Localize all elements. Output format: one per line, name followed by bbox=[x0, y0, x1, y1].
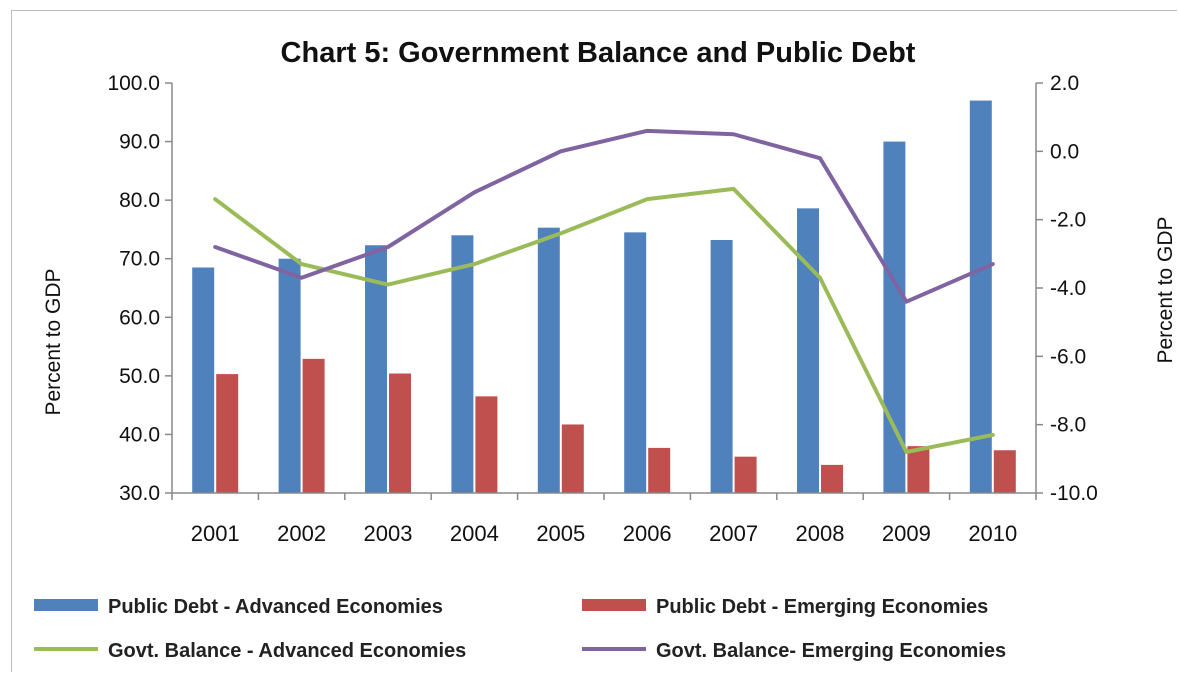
x-tick-label: 2008 bbox=[796, 521, 845, 546]
bar-emerging-debt bbox=[993, 450, 1016, 493]
x-tick-label: 2003 bbox=[364, 521, 413, 546]
bar-emerging-debt bbox=[389, 373, 411, 493]
legend-item-2-swatch bbox=[582, 599, 646, 611]
legend-item-1-swatch bbox=[34, 599, 98, 611]
left-tick-label: 90.0 bbox=[119, 131, 160, 154]
bar-layer bbox=[192, 100, 1016, 494]
left-tick-label: 60.0 bbox=[119, 306, 160, 329]
right-tick-label: -10.0 bbox=[1050, 482, 1098, 505]
bar-emerging-debt bbox=[907, 446, 930, 493]
left-tick-label: 40.0 bbox=[119, 423, 160, 446]
x-tick-label: 2001 bbox=[191, 521, 240, 546]
line-emerging-balance bbox=[213, 128, 995, 304]
axes: 100.0 90.0 80.0 70.0 60.0 50.0 40.0 30.0 2.0 0.0 -… bbox=[107, 72, 1097, 546]
bar-emerging-debt bbox=[821, 464, 843, 493]
bar-emerging-debt bbox=[648, 447, 671, 493]
left-tick-label: 50.0 bbox=[119, 365, 160, 388]
right-tick-label: -4.0 bbox=[1050, 277, 1086, 300]
right-tick-label: 0.0 bbox=[1050, 140, 1079, 163]
bar-advanced-debt bbox=[192, 267, 215, 493]
left-tick-label: 70.0 bbox=[119, 248, 160, 271]
bar-emerging-debt bbox=[734, 456, 757, 493]
legend-item-4-label: Govt. Balance- Emerging Economies bbox=[656, 640, 1006, 662]
bar-advanced-debt bbox=[710, 239, 733, 493]
left-axis-title: Percent to GDP bbox=[42, 268, 65, 415]
bar-advanced-debt bbox=[451, 235, 474, 494]
bar-advanced-debt bbox=[883, 141, 906, 494]
left-tick-label: 30.0 bbox=[119, 482, 160, 505]
legend: Public Debt - Advanced Economies Public D… bbox=[34, 596, 1006, 662]
x-tick-label: 2010 bbox=[968, 521, 1017, 546]
bar-advanced-debt bbox=[624, 232, 647, 493]
bar-advanced-debt bbox=[365, 245, 387, 493]
x-tick-label: 2007 bbox=[709, 521, 758, 546]
bar-advanced-debt bbox=[797, 208, 819, 494]
right-tick-label: -2.0 bbox=[1050, 209, 1086, 232]
x-tick-label: 2005 bbox=[536, 521, 585, 546]
x-tick-label: 2004 bbox=[450, 521, 499, 546]
bar-advanced-debt bbox=[537, 227, 560, 493]
x-tick-label: 2006 bbox=[623, 521, 672, 546]
line-layer bbox=[213, 128, 995, 454]
bar-advanced-debt bbox=[969, 100, 992, 494]
line-advanced-balance bbox=[213, 186, 995, 454]
bar-emerging-debt bbox=[302, 358, 325, 493]
right-tick-label: -6.0 bbox=[1050, 345, 1086, 368]
left-tick-label: 100.0 bbox=[107, 72, 160, 95]
left-tick-label: 80.0 bbox=[119, 189, 160, 212]
bar-emerging-debt bbox=[216, 374, 239, 493]
right-tick-label: 2.0 bbox=[1050, 72, 1079, 95]
right-tick-label: -8.0 bbox=[1050, 414, 1086, 437]
bar-emerging-debt bbox=[475, 396, 498, 493]
chart-title: Chart 5: Government Balance and Public D… bbox=[281, 37, 916, 69]
legend-item-2-label: Public Debt - Emerging Economies bbox=[656, 596, 988, 618]
legend-item-1-label: Public Debt - Advanced Economies bbox=[108, 596, 443, 618]
chart-frame bbox=[11, 10, 1177, 672]
bar-advanced-debt bbox=[278, 258, 301, 493]
x-tick-label: 2009 bbox=[882, 521, 931, 546]
bar-emerging-debt bbox=[561, 424, 584, 493]
x-tick-label: 2002 bbox=[277, 521, 326, 546]
right-axis-title: Percent to GDP bbox=[1154, 216, 1177, 363]
legend-item-3-label: Govt. Balance - Advanced Economies bbox=[108, 640, 466, 662]
